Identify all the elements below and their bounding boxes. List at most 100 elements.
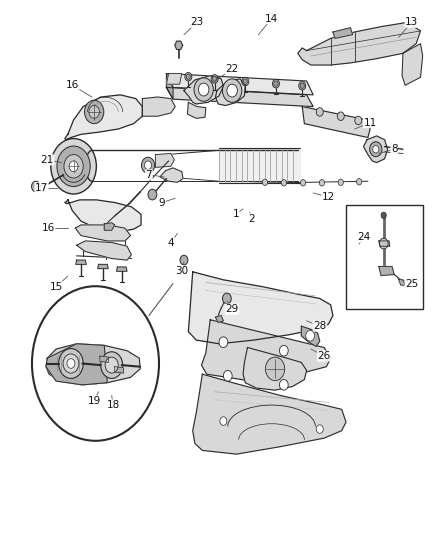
Text: 16: 16 — [42, 223, 55, 233]
Text: 17: 17 — [35, 183, 48, 192]
Circle shape — [262, 179, 268, 185]
Circle shape — [89, 106, 99, 118]
Circle shape — [32, 286, 159, 441]
Polygon shape — [104, 223, 115, 230]
Circle shape — [279, 345, 288, 356]
Text: 22: 22 — [226, 64, 239, 74]
Text: 16: 16 — [66, 80, 79, 90]
Circle shape — [220, 417, 227, 425]
Polygon shape — [298, 22, 420, 65]
Circle shape — [69, 161, 78, 172]
Polygon shape — [100, 356, 109, 362]
Text: 13: 13 — [405, 18, 418, 27]
Polygon shape — [166, 74, 182, 84]
Text: 30: 30 — [175, 266, 188, 276]
Text: 29: 29 — [226, 304, 239, 314]
Circle shape — [148, 189, 157, 200]
Circle shape — [281, 180, 286, 186]
Circle shape — [272, 79, 279, 88]
Polygon shape — [402, 44, 423, 85]
Polygon shape — [160, 168, 183, 182]
Text: 24: 24 — [357, 232, 370, 242]
Text: 8: 8 — [391, 144, 398, 154]
Polygon shape — [166, 74, 173, 99]
Text: 14: 14 — [265, 14, 278, 23]
Circle shape — [198, 83, 209, 96]
Circle shape — [194, 78, 213, 101]
Polygon shape — [215, 79, 245, 106]
Circle shape — [101, 352, 123, 378]
Polygon shape — [77, 241, 131, 260]
Circle shape — [180, 255, 188, 265]
Circle shape — [265, 357, 285, 381]
Text: 23: 23 — [191, 18, 204, 27]
Circle shape — [279, 379, 288, 390]
Polygon shape — [215, 316, 223, 322]
Text: 18: 18 — [106, 400, 120, 410]
Text: 2: 2 — [248, 214, 255, 223]
Polygon shape — [364, 136, 388, 163]
Text: 11: 11 — [364, 118, 377, 127]
Polygon shape — [142, 97, 175, 116]
Text: 19: 19 — [88, 396, 101, 406]
Circle shape — [223, 293, 231, 304]
Polygon shape — [166, 74, 313, 95]
Circle shape — [185, 72, 192, 81]
Polygon shape — [166, 87, 313, 107]
Circle shape — [379, 238, 388, 249]
Circle shape — [211, 75, 218, 83]
Polygon shape — [46, 344, 140, 385]
Circle shape — [32, 181, 40, 192]
Circle shape — [381, 212, 386, 219]
Circle shape — [186, 74, 191, 79]
Text: 7: 7 — [145, 170, 152, 180]
Circle shape — [105, 357, 118, 373]
Circle shape — [242, 77, 249, 86]
Circle shape — [223, 370, 232, 381]
Polygon shape — [219, 148, 300, 183]
Circle shape — [59, 349, 83, 378]
Polygon shape — [201, 320, 331, 381]
Circle shape — [85, 100, 104, 124]
Circle shape — [299, 82, 306, 90]
Polygon shape — [187, 102, 206, 118]
Polygon shape — [98, 264, 108, 269]
Circle shape — [373, 146, 379, 153]
Circle shape — [219, 337, 228, 348]
Polygon shape — [243, 348, 307, 390]
Polygon shape — [301, 326, 320, 346]
Circle shape — [357, 179, 362, 185]
Circle shape — [274, 81, 278, 86]
Text: 15: 15 — [49, 282, 63, 292]
Text: 21: 21 — [41, 155, 54, 165]
Text: 12: 12 — [322, 192, 335, 202]
Circle shape — [223, 79, 242, 102]
Polygon shape — [302, 107, 370, 138]
Polygon shape — [193, 374, 346, 454]
Circle shape — [300, 83, 304, 88]
Polygon shape — [65, 95, 142, 140]
Polygon shape — [76, 260, 86, 264]
Circle shape — [63, 354, 79, 373]
Circle shape — [64, 155, 83, 178]
Text: 26: 26 — [318, 351, 331, 361]
Circle shape — [338, 179, 343, 185]
Text: 25: 25 — [405, 279, 418, 288]
Circle shape — [370, 142, 382, 157]
Circle shape — [355, 116, 362, 125]
Polygon shape — [46, 344, 107, 385]
Polygon shape — [75, 225, 131, 241]
Circle shape — [337, 112, 344, 120]
Circle shape — [227, 84, 237, 97]
Polygon shape — [188, 272, 333, 344]
Polygon shape — [115, 367, 124, 373]
Polygon shape — [379, 241, 390, 246]
Circle shape — [243, 79, 247, 84]
Circle shape — [67, 359, 75, 368]
Polygon shape — [184, 76, 223, 104]
Circle shape — [57, 146, 90, 187]
Polygon shape — [65, 200, 141, 232]
Text: 28: 28 — [313, 321, 326, 331]
Circle shape — [316, 108, 323, 116]
Circle shape — [306, 330, 314, 341]
